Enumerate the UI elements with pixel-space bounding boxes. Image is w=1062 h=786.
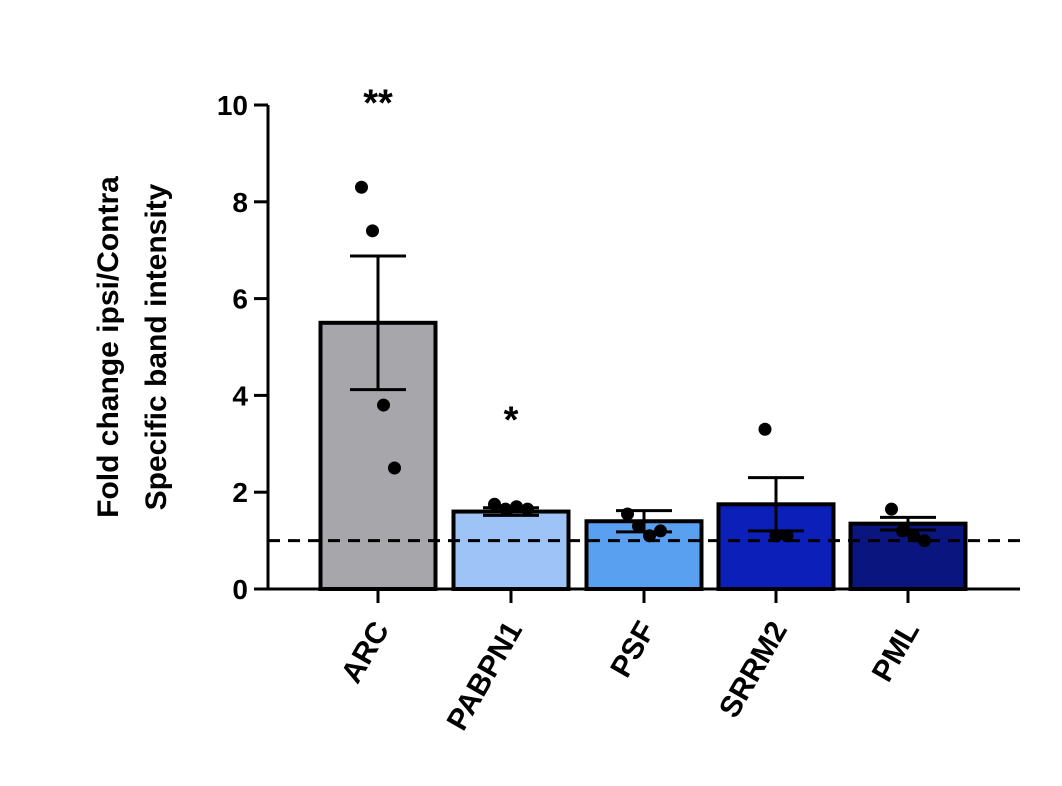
data-point [366,224,379,238]
data-point [654,524,667,538]
data-point [780,529,794,543]
data-point [907,529,920,543]
data-point [918,534,931,548]
y-axis-label: Fold change ipsi/Contra [92,176,125,518]
data-point [885,502,898,516]
y-tick-label: 10 [217,90,248,121]
data-point [488,497,501,511]
significance-label: ** [363,82,393,124]
data-point [355,180,368,194]
x-tick-label: PML [866,616,926,687]
data-point [758,422,772,436]
x-tick-label: ARC [335,616,396,689]
bar [451,509,571,591]
data-point [388,461,401,475]
x-tick-label: PSF [604,616,662,683]
y-tick-label: 4 [232,380,248,411]
data-point [643,529,656,543]
data-point [521,502,534,516]
y-axis-label: Specific band intensity [140,183,173,510]
data-point [621,507,634,521]
data-point [896,524,909,538]
y-tick-label: 0 [232,574,248,605]
data-point [377,398,390,412]
data-point [510,500,523,514]
y-tick-label: 2 [232,477,248,508]
data-point [769,529,783,543]
y-tick-label: 8 [232,187,248,218]
y-tick-label: 6 [232,284,248,315]
x-tick-label: PABPN1 [441,616,529,736]
data-point [632,519,645,533]
data-point [499,502,512,516]
x-tick-label: SRRM2 [713,616,794,723]
significance-label: * [504,399,519,441]
